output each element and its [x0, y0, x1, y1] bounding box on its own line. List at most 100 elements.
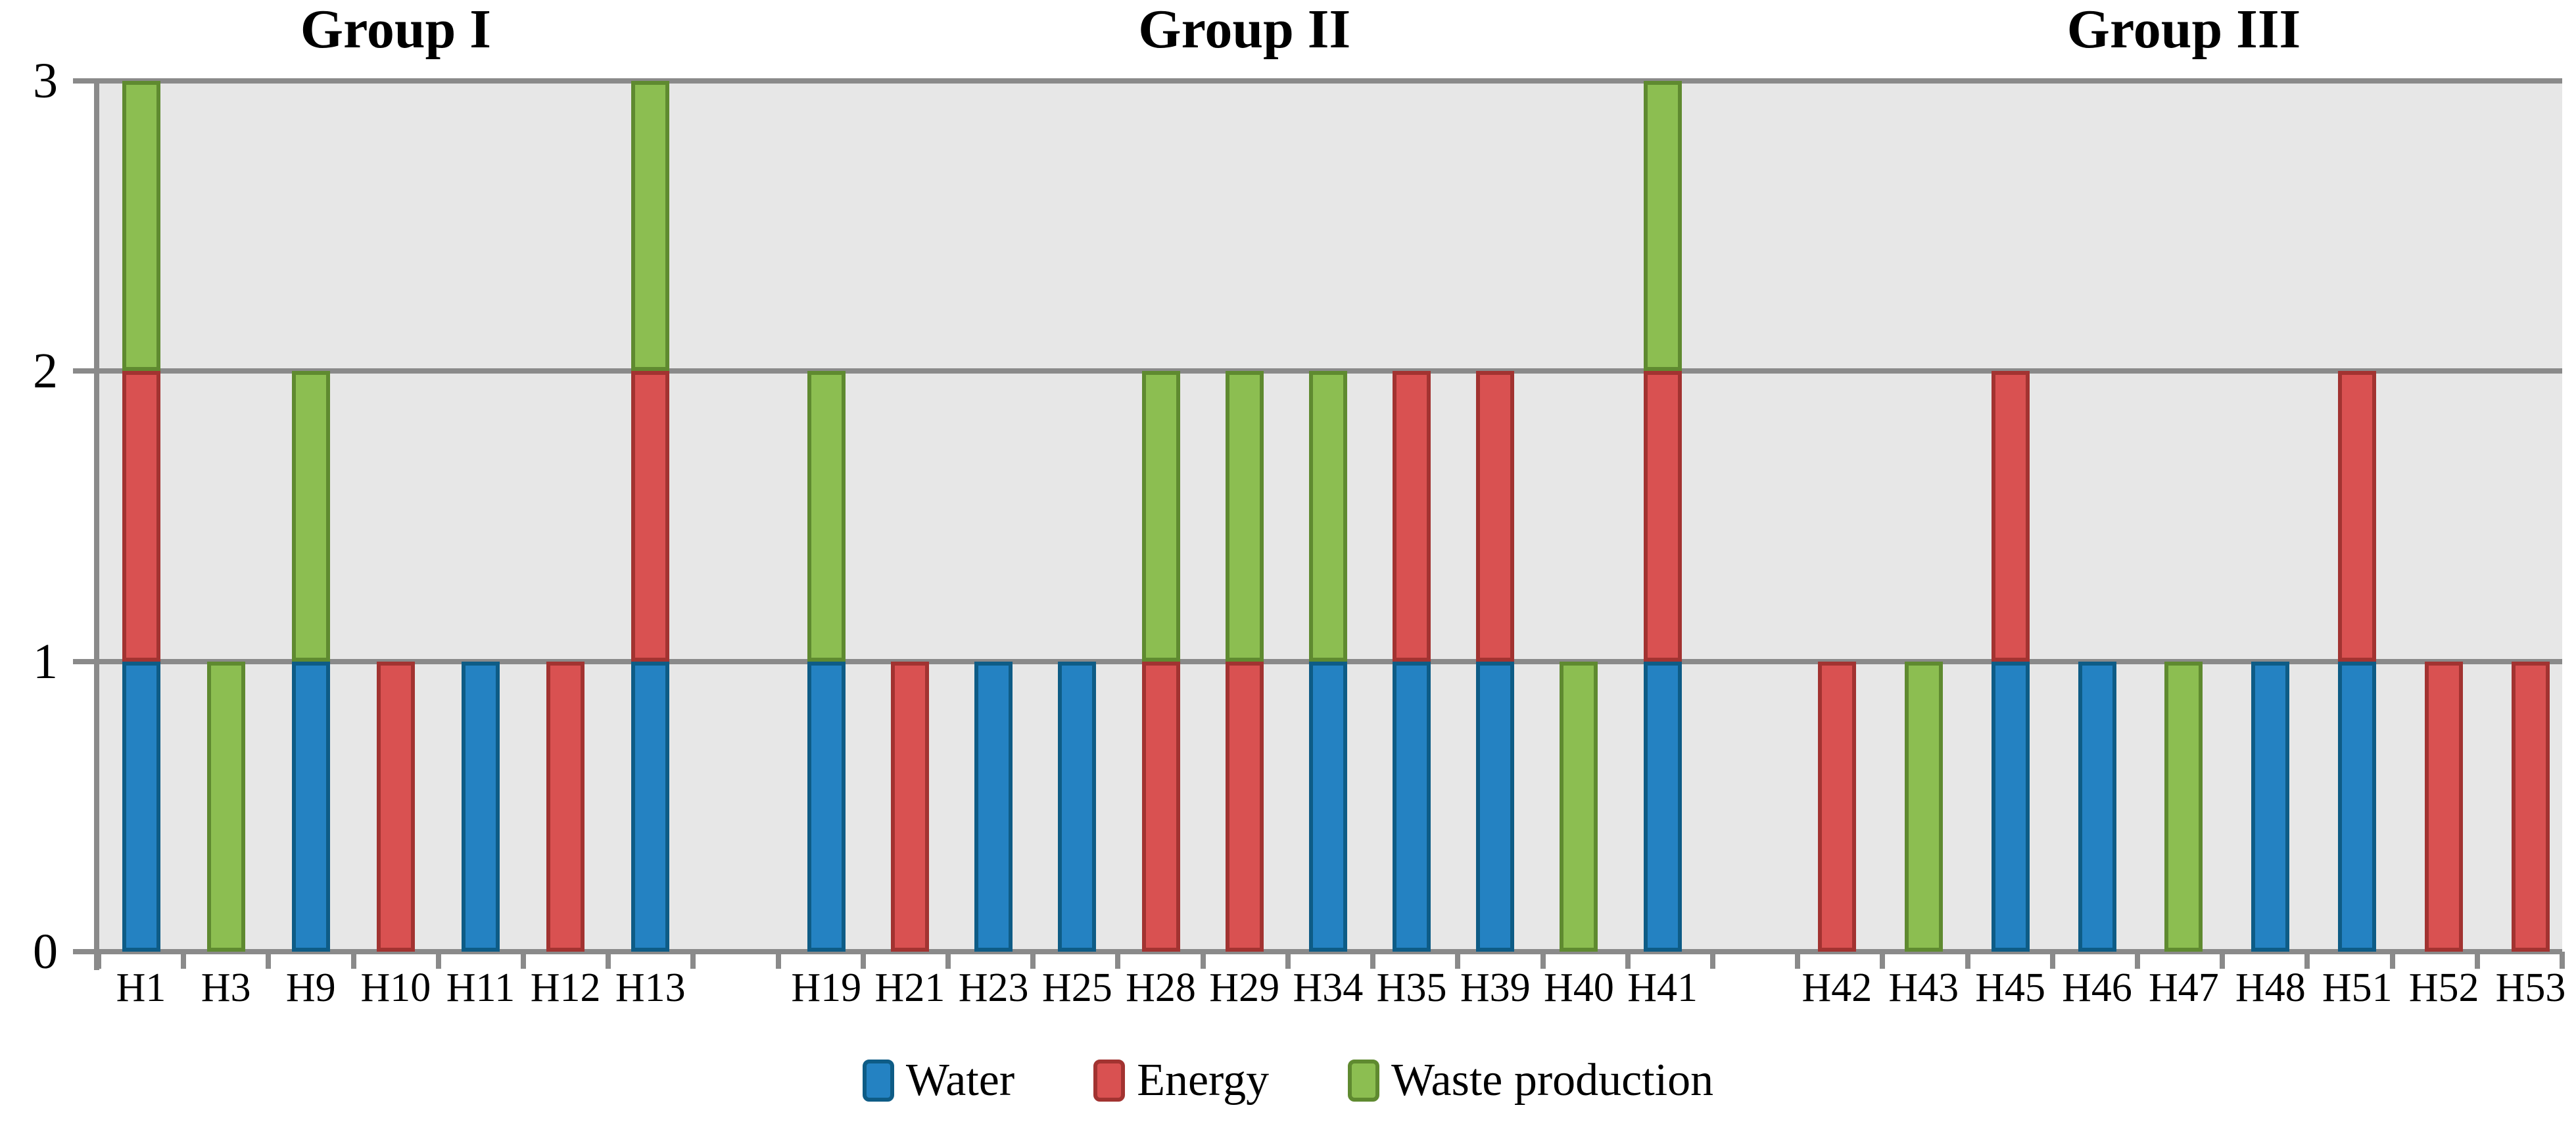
bar-h34: H34	[1293, 81, 1363, 1008]
bar-h46: H46	[2062, 81, 2132, 1008]
waste-segment	[1308, 371, 1347, 662]
x-axis-tick	[350, 952, 356, 969]
x-axis-tick	[2389, 952, 2395, 969]
y-axis-line	[94, 81, 99, 970]
bar-h12: H12	[531, 81, 600, 1008]
bar-h19: H19	[791, 81, 861, 1008]
y-axis-label: 3	[33, 53, 58, 109]
y-axis-tick-3	[73, 78, 99, 84]
x-axis-tick	[690, 952, 696, 969]
energy-segment	[1817, 661, 1856, 952]
x-axis-tick	[1540, 952, 1546, 969]
energy-segment	[1991, 371, 2030, 662]
x-axis-label: H40	[1544, 965, 1614, 1010]
group-3: Group III H42 H43 H45 H46 H47 H48 H51 H52 H53	[1794, 2, 2574, 1009]
water-segment	[461, 661, 500, 952]
bar-h21: H21	[875, 81, 945, 1008]
energy-segment	[1225, 661, 1264, 952]
energy-segment	[890, 661, 929, 952]
energy-segment	[1476, 371, 1515, 662]
energy-segment	[1141, 661, 1180, 952]
x-axis-label: H28	[1126, 965, 1196, 1010]
y-axis-label: 0	[33, 924, 58, 979]
water-segment	[2338, 661, 2377, 952]
x-axis-tick	[860, 952, 866, 969]
energy-segment	[1643, 371, 1682, 662]
water-segment	[2078, 661, 2116, 952]
bar-h13: H13	[615, 81, 686, 1008]
waste-segment	[1141, 371, 1180, 662]
x-axis-label: H13	[615, 965, 686, 1010]
x-axis-tick	[1200, 952, 1206, 969]
x-axis-label: H39	[1460, 965, 1531, 1010]
x-axis-tick	[775, 952, 781, 969]
x-axis-tick	[435, 952, 441, 969]
gridline-0	[99, 949, 2562, 954]
y-axis-tick-0	[73, 949, 99, 954]
gridline-2	[99, 368, 2562, 374]
x-axis-label: H52	[2408, 965, 2479, 1010]
bar-h10: H10	[360, 81, 431, 1008]
legend-swatch-water	[862, 1060, 894, 1102]
water-segment	[1393, 661, 1431, 952]
group-2: Group II H19 H21 H23 H25 H28 H29 H34 H35 H39 H40 H4…	[784, 2, 1704, 1009]
x-axis-label: H34	[1293, 965, 1364, 1010]
energy-segment	[376, 661, 415, 952]
bar-h3: H3	[201, 81, 251, 1008]
legend-label-energy: Energy	[1137, 1055, 1270, 1106]
bar-h52: H52	[2409, 81, 2479, 1008]
waste-segment	[291, 371, 330, 662]
bar-h29: H29	[1209, 81, 1279, 1008]
x-axis-tick	[266, 952, 272, 969]
group-title: Group I	[300, 0, 491, 60]
energy-segment	[631, 371, 670, 662]
plot-area: Group I H1 H3 H9 H10 H11 H12 H13 Group II H19 H21 H…	[99, 2, 2565, 1009]
x-axis-label: H1	[116, 965, 166, 1010]
water-segment	[1058, 661, 1097, 952]
water-segment	[974, 661, 1013, 952]
group-1: Group I H1 H3 H9 H10 H11 H12 H13	[99, 2, 693, 1009]
legend-swatch-energy	[1093, 1060, 1126, 1102]
bar-h43: H43	[1888, 81, 1959, 1008]
x-axis-tick	[2134, 952, 2140, 969]
bar-h9: H9	[286, 81, 336, 1008]
bar-h11: H11	[446, 81, 515, 1008]
waste-segment	[1904, 661, 1943, 952]
legend: Water Energy Waste production	[0, 1058, 2576, 1104]
x-axis-label: H11	[446, 965, 515, 1010]
legend-item-waste: Waste production	[1348, 1058, 1713, 1104]
waste-segment	[1225, 371, 1264, 662]
legend-item-water: Water	[862, 1058, 1014, 1104]
x-axis-label: H23	[958, 965, 1029, 1010]
x-axis-label: H46	[2062, 965, 2132, 1010]
waste-segment	[122, 81, 160, 372]
y-axis-tick-1	[73, 658, 99, 664]
x-axis-tick	[2049, 952, 2055, 969]
x-axis-tick	[521, 952, 527, 969]
water-segment	[631, 661, 670, 952]
x-axis-tick	[1285, 952, 1291, 969]
x-axis-label: H53	[2495, 965, 2566, 1010]
energy-segment	[1393, 371, 1431, 662]
x-axis-label: H3	[201, 965, 251, 1010]
x-axis-tick	[1115, 952, 1121, 969]
water-segment	[2251, 661, 2290, 952]
x-axis-tick	[1795, 952, 1801, 969]
x-axis-tick	[2474, 952, 2480, 969]
x-axis-label: H42	[1801, 965, 1872, 1010]
x-axis-tick	[606, 952, 611, 969]
x-axis-tick	[1625, 952, 1631, 969]
x-axis-tick	[181, 952, 187, 969]
x-axis-label: H10	[360, 965, 431, 1010]
bar-h47: H47	[2149, 81, 2219, 1008]
bar-h53: H53	[2496, 81, 2565, 1008]
x-axis-tick	[945, 952, 951, 969]
y-axis-label: 1	[33, 633, 58, 689]
energy-segment	[2511, 661, 2550, 952]
y-axis-label: 2	[33, 343, 58, 399]
waste-segment	[206, 661, 245, 952]
group-title: Group III	[2066, 0, 2301, 60]
waste-segment	[631, 81, 670, 372]
x-axis-label: H25	[1041, 965, 1112, 1010]
legend-label-waste: Waste production	[1391, 1055, 1714, 1106]
